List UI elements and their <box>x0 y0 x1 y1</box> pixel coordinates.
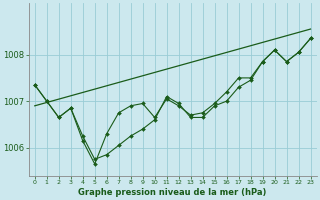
X-axis label: Graphe pression niveau de la mer (hPa): Graphe pression niveau de la mer (hPa) <box>78 188 267 197</box>
